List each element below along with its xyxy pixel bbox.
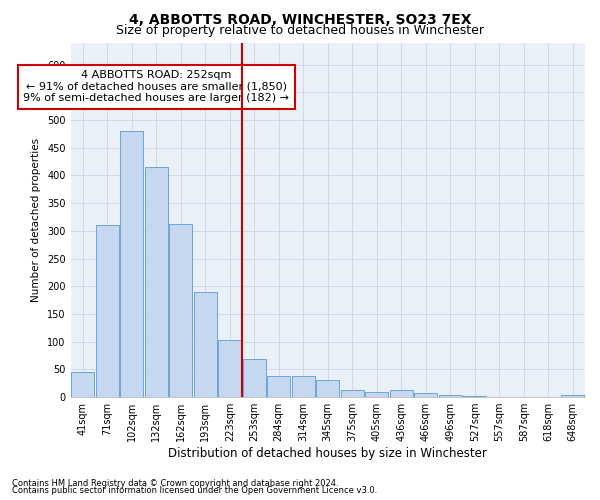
Bar [463, 396, 487, 397]
Bar [292, 376, 315, 397]
Text: 4, ABBOTTS ROAD, WINCHESTER, SO23 7EX: 4, ABBOTTS ROAD, WINCHESTER, SO23 7EX [129, 12, 471, 26]
Text: 4 ABBOTTS ROAD: 252sqm
← 91% of detached houses are smaller (1,850)
9% of semi-d: 4 ABBOTTS ROAD: 252sqm ← 91% of detached… [23, 70, 289, 103]
Text: Contains public sector information licensed under the Open Government Licence v3: Contains public sector information licen… [12, 486, 377, 495]
Bar [389, 390, 413, 397]
Bar [145, 167, 168, 397]
Bar [439, 395, 462, 397]
Bar [561, 395, 584, 397]
Bar [414, 392, 437, 397]
Bar [365, 392, 388, 397]
Bar [71, 372, 94, 397]
Bar [488, 396, 511, 397]
Bar [267, 376, 290, 397]
Bar [169, 224, 193, 397]
X-axis label: Distribution of detached houses by size in Winchester: Distribution of detached houses by size … [169, 447, 487, 460]
Bar [242, 360, 266, 397]
Y-axis label: Number of detached properties: Number of detached properties [31, 138, 41, 302]
Bar [120, 131, 143, 397]
Text: Contains HM Land Registry data © Crown copyright and database right 2024.: Contains HM Land Registry data © Crown c… [12, 478, 338, 488]
Bar [95, 225, 119, 397]
Bar [341, 390, 364, 397]
Text: Size of property relative to detached houses in Winchester: Size of property relative to detached ho… [116, 24, 484, 37]
Bar [218, 340, 241, 397]
Bar [316, 380, 340, 397]
Bar [194, 292, 217, 397]
